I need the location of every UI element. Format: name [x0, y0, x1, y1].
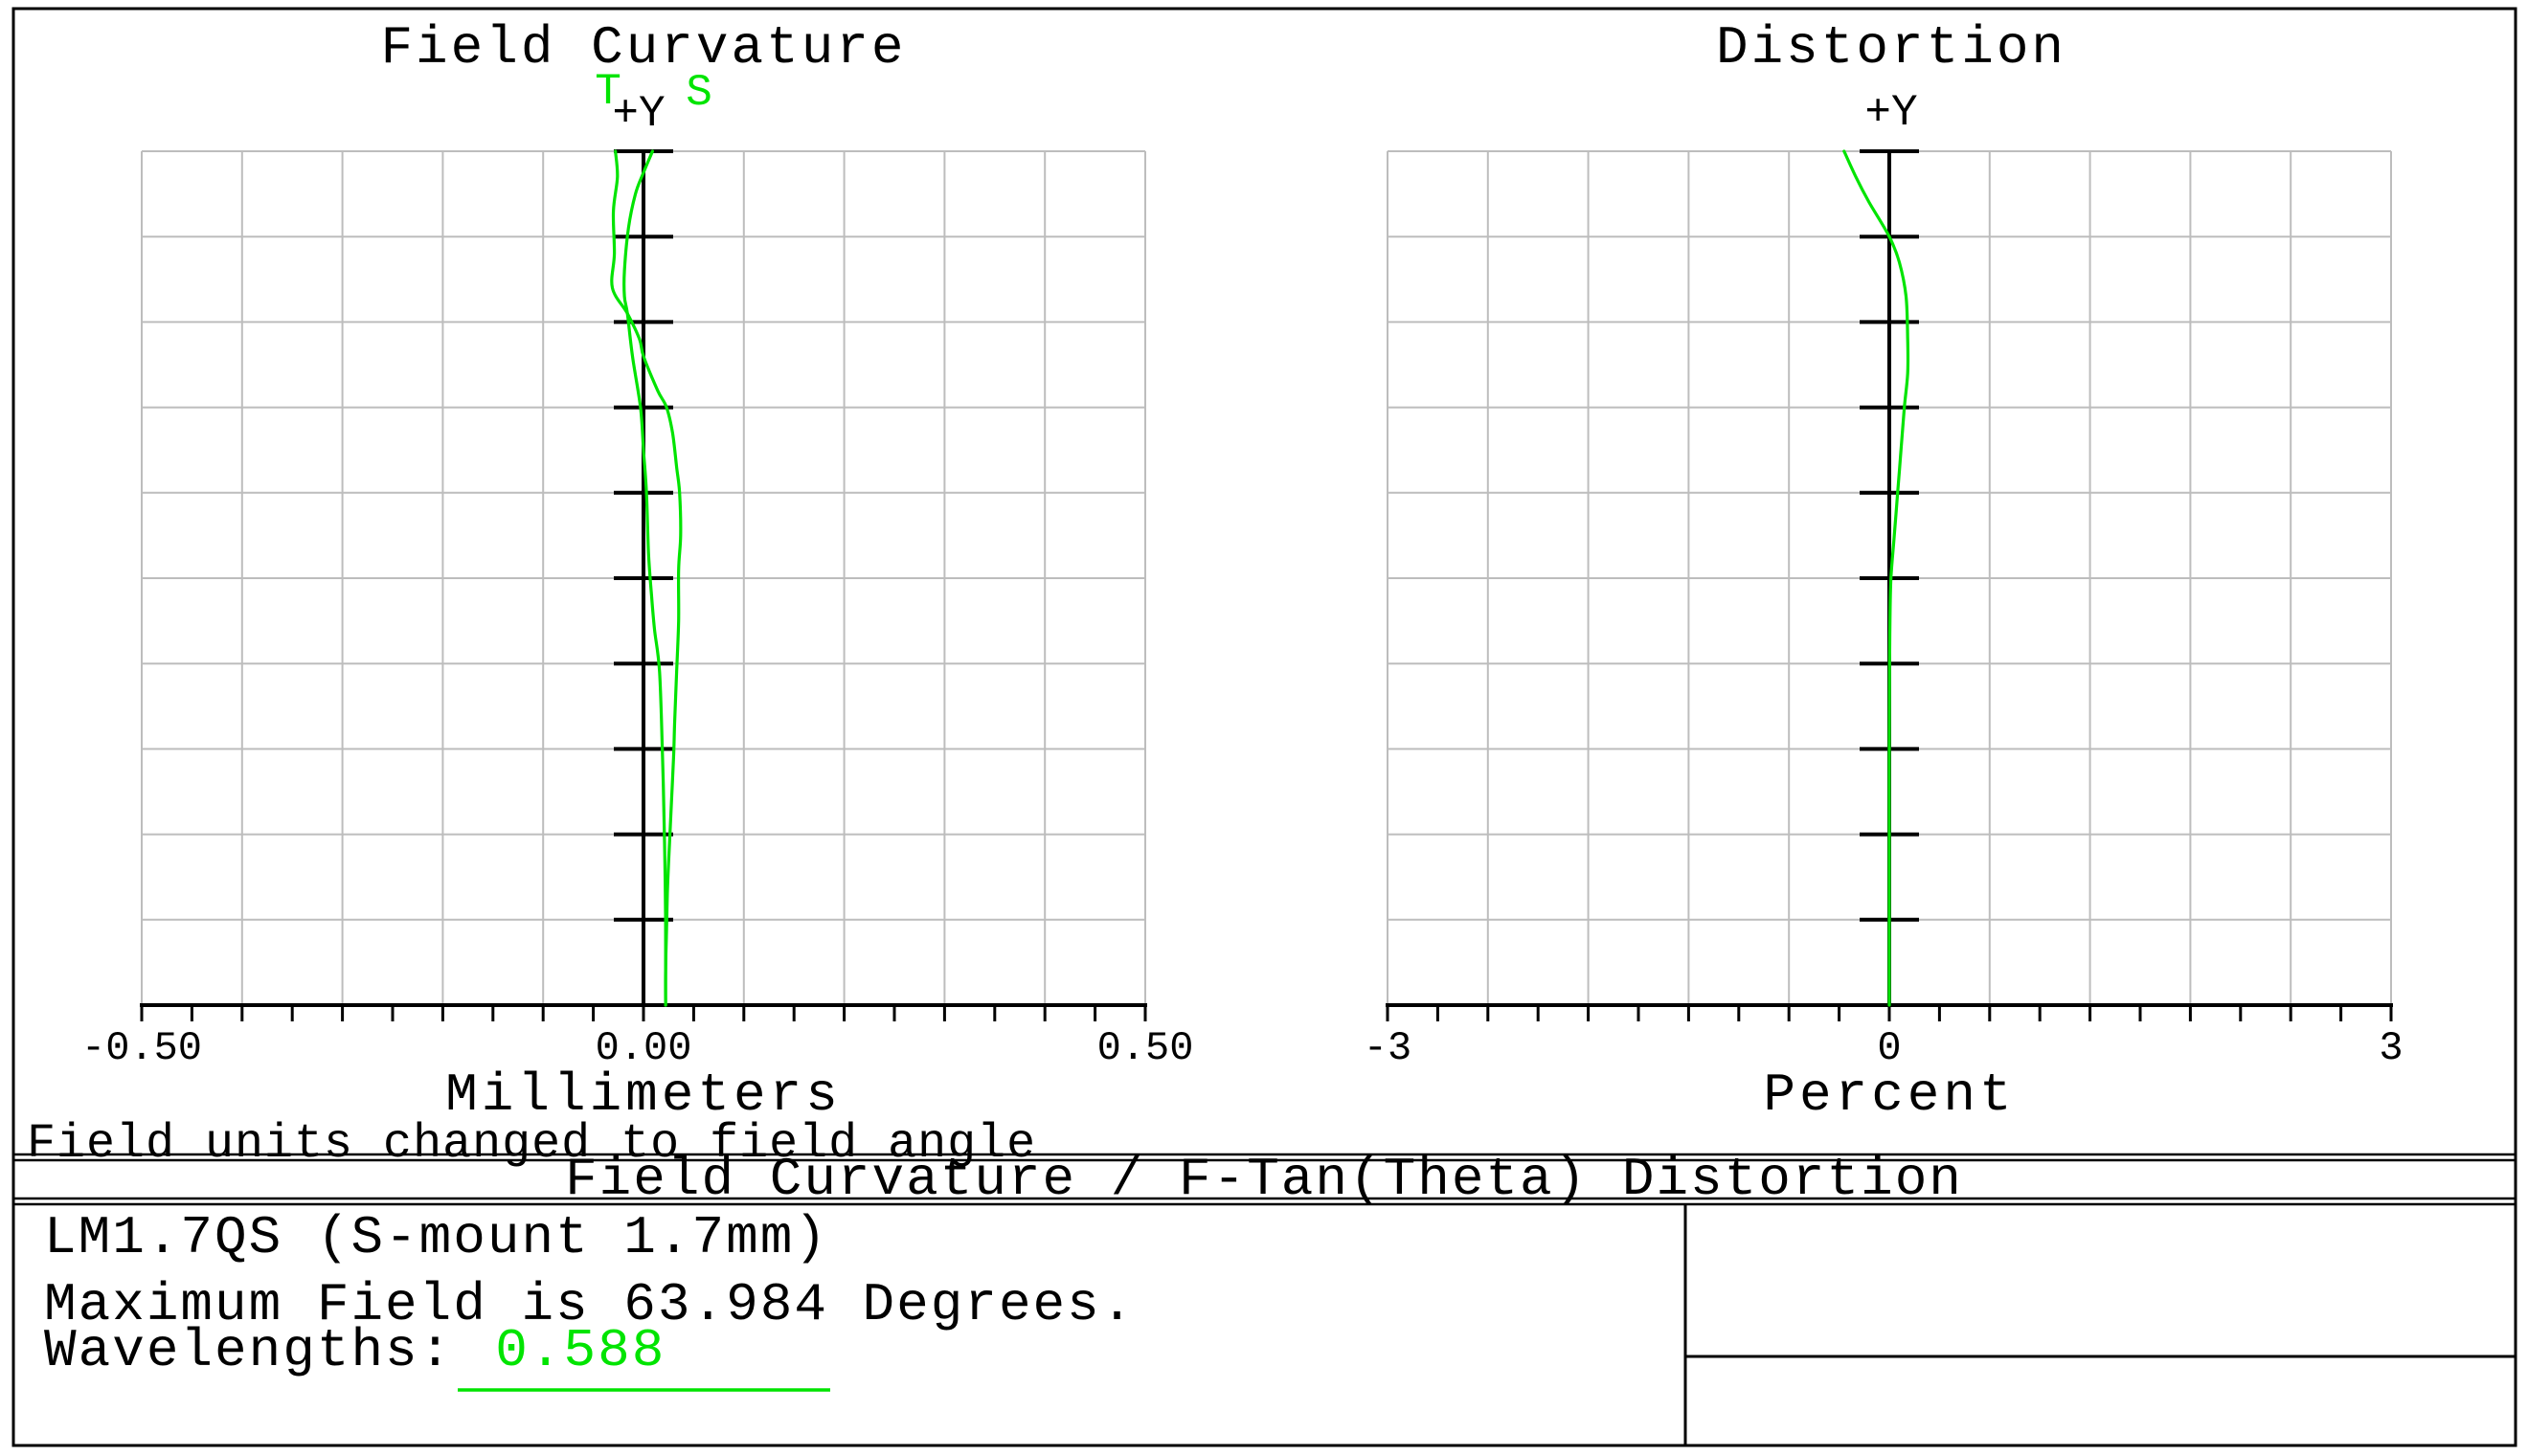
left-plot-xtick-zero: 0.00: [595, 1025, 692, 1071]
right-plot-title: Distortion: [1715, 17, 2067, 78]
analysis-title-bar: Field Curvature / F-Tan(Theta) Distortio…: [565, 1149, 1963, 1210]
window-border: [11, 7, 2517, 1447]
right-plot-xtick-max: 3: [2379, 1025, 2404, 1071]
max-field-text: Maximum Field is 63.984 Degrees.: [44, 1274, 1136, 1335]
wavelengths-line: Wavelengths: 0.588: [44, 1323, 666, 1378]
left-plot-x-axis-unit: Millimeters: [445, 1064, 842, 1126]
info-box-dividers: [1683, 1205, 2516, 1445]
field-curvature-curves: [610, 149, 683, 1007]
left-plot-xtick-max: 0.50: [1096, 1025, 1194, 1071]
left-plot-xtick-min: -0.50: [80, 1025, 203, 1071]
left-plot-axes: [140, 149, 1147, 1021]
left-plot-title: Field Curvature: [380, 17, 907, 78]
tangential-curve-label: T: [595, 67, 621, 117]
field-units-note: Field units changed to field angle: [27, 1117, 1037, 1172]
separator-lines: [13, 1153, 2516, 1206]
distortion-curve: [1842, 149, 1910, 1007]
left-plot-y-axis-label: +Y: [612, 89, 666, 139]
lens-title: LM1.7QS (S-mount 1.7mm): [44, 1207, 828, 1268]
sagittal-curve-label: S: [686, 68, 712, 118]
right-plot-x-axis-unit: Percent: [1763, 1064, 2016, 1126]
wavelength-value: 0.588: [495, 1320, 666, 1381]
right-plot-xtick-zero: 0: [1877, 1025, 1902, 1071]
wavelengths-label: Wavelengths:: [44, 1320, 454, 1381]
right-plot-y-axis-label: +Y: [1864, 88, 1918, 138]
right-plot-xtick-min: -3: [1363, 1025, 1412, 1071]
